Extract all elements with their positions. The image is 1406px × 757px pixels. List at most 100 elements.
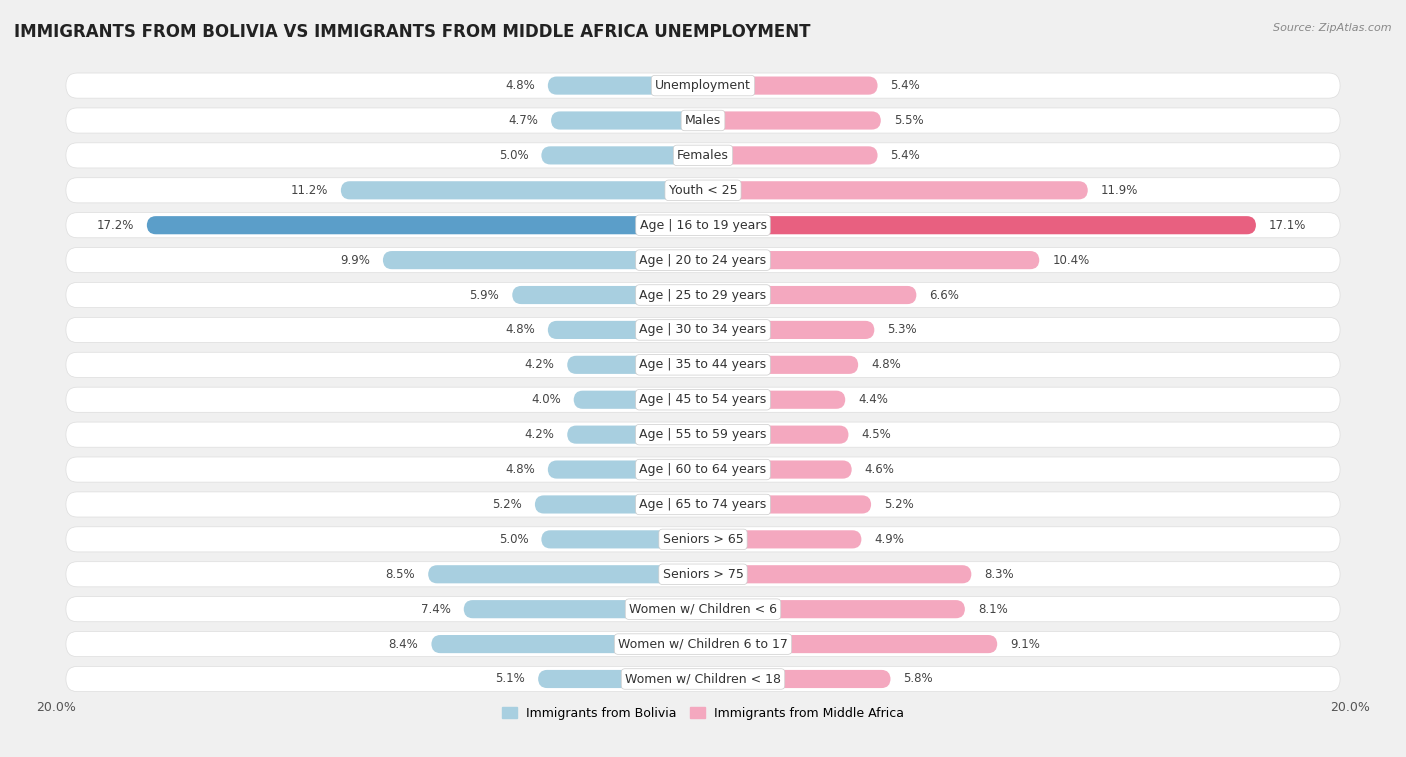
FancyBboxPatch shape xyxy=(703,565,972,584)
FancyBboxPatch shape xyxy=(340,181,703,199)
FancyBboxPatch shape xyxy=(66,666,1340,692)
Text: 5.3%: 5.3% xyxy=(887,323,917,336)
Text: 4.8%: 4.8% xyxy=(872,358,901,372)
FancyBboxPatch shape xyxy=(703,391,845,409)
Text: 10.4%: 10.4% xyxy=(1052,254,1090,266)
Text: Seniors > 75: Seniors > 75 xyxy=(662,568,744,581)
Text: 17.2%: 17.2% xyxy=(97,219,134,232)
FancyBboxPatch shape xyxy=(66,492,1340,517)
Text: Source: ZipAtlas.com: Source: ZipAtlas.com xyxy=(1274,23,1392,33)
Text: 8.5%: 8.5% xyxy=(385,568,415,581)
Text: 11.9%: 11.9% xyxy=(1101,184,1137,197)
FancyBboxPatch shape xyxy=(66,73,1340,98)
Text: Seniors > 65: Seniors > 65 xyxy=(662,533,744,546)
FancyBboxPatch shape xyxy=(66,178,1340,203)
FancyBboxPatch shape xyxy=(551,111,703,129)
FancyBboxPatch shape xyxy=(703,111,880,129)
Text: 4.2%: 4.2% xyxy=(524,428,554,441)
FancyBboxPatch shape xyxy=(512,286,703,304)
Text: Age | 16 to 19 years: Age | 16 to 19 years xyxy=(640,219,766,232)
Text: 7.4%: 7.4% xyxy=(420,603,451,615)
Text: 4.8%: 4.8% xyxy=(505,463,534,476)
Text: 5.9%: 5.9% xyxy=(470,288,499,301)
Text: 4.4%: 4.4% xyxy=(858,393,889,407)
FancyBboxPatch shape xyxy=(703,670,890,688)
FancyBboxPatch shape xyxy=(66,562,1340,587)
Text: Age | 65 to 74 years: Age | 65 to 74 years xyxy=(640,498,766,511)
Text: 9.1%: 9.1% xyxy=(1010,637,1040,650)
Text: 4.0%: 4.0% xyxy=(531,393,561,407)
FancyBboxPatch shape xyxy=(66,282,1340,307)
FancyBboxPatch shape xyxy=(432,635,703,653)
Text: Age | 60 to 64 years: Age | 60 to 64 years xyxy=(640,463,766,476)
FancyBboxPatch shape xyxy=(429,565,703,584)
Text: 11.2%: 11.2% xyxy=(291,184,328,197)
Text: 6.6%: 6.6% xyxy=(929,288,959,301)
FancyBboxPatch shape xyxy=(66,213,1340,238)
FancyBboxPatch shape xyxy=(703,531,862,548)
Text: 5.0%: 5.0% xyxy=(499,533,529,546)
Text: Age | 20 to 24 years: Age | 20 to 24 years xyxy=(640,254,766,266)
Text: 4.8%: 4.8% xyxy=(505,79,534,92)
Text: 8.1%: 8.1% xyxy=(979,603,1008,615)
FancyBboxPatch shape xyxy=(567,425,703,444)
FancyBboxPatch shape xyxy=(66,597,1340,621)
Text: Females: Females xyxy=(678,149,728,162)
Text: 5.2%: 5.2% xyxy=(884,498,914,511)
Text: 8.3%: 8.3% xyxy=(984,568,1014,581)
FancyBboxPatch shape xyxy=(541,146,703,164)
Text: Women w/ Children < 18: Women w/ Children < 18 xyxy=(626,672,780,686)
FancyBboxPatch shape xyxy=(66,631,1340,656)
FancyBboxPatch shape xyxy=(541,531,703,548)
Text: Age | 55 to 59 years: Age | 55 to 59 years xyxy=(640,428,766,441)
FancyBboxPatch shape xyxy=(66,108,1340,133)
FancyBboxPatch shape xyxy=(548,321,703,339)
FancyBboxPatch shape xyxy=(703,217,1256,234)
FancyBboxPatch shape xyxy=(703,286,917,304)
Text: Males: Males xyxy=(685,114,721,127)
Text: IMMIGRANTS FROM BOLIVIA VS IMMIGRANTS FROM MIDDLE AFRICA UNEMPLOYMENT: IMMIGRANTS FROM BOLIVIA VS IMMIGRANTS FR… xyxy=(14,23,811,41)
FancyBboxPatch shape xyxy=(703,146,877,164)
FancyBboxPatch shape xyxy=(703,460,852,478)
FancyBboxPatch shape xyxy=(703,425,849,444)
Legend: Immigrants from Bolivia, Immigrants from Middle Africa: Immigrants from Bolivia, Immigrants from… xyxy=(496,702,910,724)
Text: Age | 25 to 29 years: Age | 25 to 29 years xyxy=(640,288,766,301)
Text: 4.6%: 4.6% xyxy=(865,463,894,476)
Text: 4.8%: 4.8% xyxy=(505,323,534,336)
FancyBboxPatch shape xyxy=(703,76,877,95)
FancyBboxPatch shape xyxy=(66,143,1340,168)
Text: 5.0%: 5.0% xyxy=(499,149,529,162)
Text: 8.4%: 8.4% xyxy=(388,637,419,650)
Text: 5.4%: 5.4% xyxy=(890,149,921,162)
Text: 9.9%: 9.9% xyxy=(340,254,370,266)
FancyBboxPatch shape xyxy=(703,635,997,653)
FancyBboxPatch shape xyxy=(66,387,1340,413)
FancyBboxPatch shape xyxy=(66,422,1340,447)
FancyBboxPatch shape xyxy=(66,352,1340,378)
Text: 17.1%: 17.1% xyxy=(1268,219,1306,232)
FancyBboxPatch shape xyxy=(703,356,858,374)
Text: Women w/ Children 6 to 17: Women w/ Children 6 to 17 xyxy=(619,637,787,650)
FancyBboxPatch shape xyxy=(534,495,703,513)
FancyBboxPatch shape xyxy=(574,391,703,409)
FancyBboxPatch shape xyxy=(703,251,1039,269)
FancyBboxPatch shape xyxy=(703,495,872,513)
FancyBboxPatch shape xyxy=(548,460,703,478)
FancyBboxPatch shape xyxy=(66,527,1340,552)
FancyBboxPatch shape xyxy=(464,600,703,618)
Text: 4.5%: 4.5% xyxy=(862,428,891,441)
FancyBboxPatch shape xyxy=(66,248,1340,273)
Text: Women w/ Children < 6: Women w/ Children < 6 xyxy=(628,603,778,615)
Text: 4.9%: 4.9% xyxy=(875,533,904,546)
Text: Youth < 25: Youth < 25 xyxy=(669,184,737,197)
Text: Age | 35 to 44 years: Age | 35 to 44 years xyxy=(640,358,766,372)
FancyBboxPatch shape xyxy=(66,457,1340,482)
FancyBboxPatch shape xyxy=(703,600,965,618)
FancyBboxPatch shape xyxy=(703,181,1088,199)
FancyBboxPatch shape xyxy=(382,251,703,269)
Text: 5.5%: 5.5% xyxy=(894,114,924,127)
FancyBboxPatch shape xyxy=(548,76,703,95)
Text: 5.1%: 5.1% xyxy=(495,672,526,686)
FancyBboxPatch shape xyxy=(703,321,875,339)
FancyBboxPatch shape xyxy=(66,317,1340,342)
